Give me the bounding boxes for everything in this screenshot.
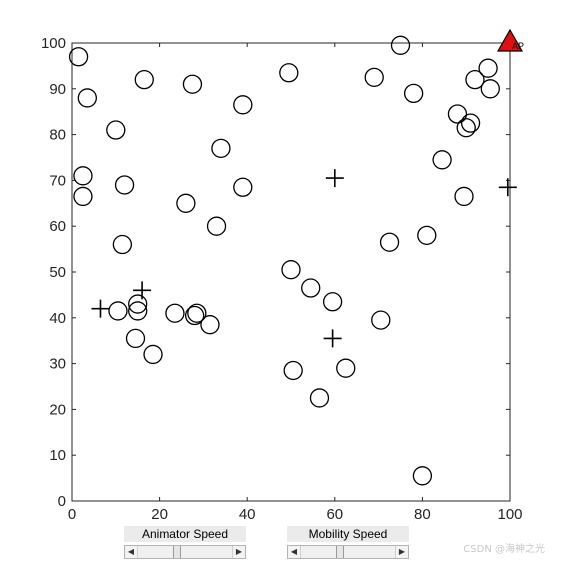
node-circle: [73, 166, 93, 186]
node-circle: [68, 47, 89, 67]
y-tick-label: 0: [58, 493, 66, 510]
node-circle: [108, 301, 128, 321]
node-circle: [283, 360, 303, 381]
node-plus: [133, 281, 152, 300]
node-circle: [233, 95, 253, 115]
animator-speed-thumb[interactable]: [173, 546, 181, 558]
node-circle: [454, 186, 474, 207]
node-circle: [143, 344, 163, 365]
node-circle: [206, 216, 227, 236]
access-point-label: AP: [512, 41, 524, 51]
node-circle: [460, 113, 481, 133]
node-circle: [182, 74, 203, 94]
y-tick-label: 10: [49, 447, 66, 464]
animator-speed-label: Animator Speed: [124, 526, 246, 542]
axes: 0 20 40 60 80 100 0 10 20 30 40 50 60 70 80 90 100: [41, 35, 523, 523]
x-tick-label: 20: [151, 506, 168, 523]
node-circle: [112, 234, 133, 255]
node-circle: [403, 83, 424, 104]
node-circle: [106, 120, 126, 140]
slider-left-arrow-icon[interactable]: ◀: [288, 546, 301, 558]
mobility-speed-slider[interactable]: ◀ ▶: [287, 545, 409, 559]
y-tick-label: 50: [49, 264, 66, 281]
y-tick-label: 90: [49, 81, 66, 98]
watermark: CSDN @海神之光: [463, 544, 545, 555]
slider-right-arrow-icon[interactable]: ▶: [232, 546, 245, 558]
node-circle: [432, 150, 452, 170]
node-circle: [114, 175, 135, 195]
node-circle: [301, 278, 321, 298]
node-circle: [364, 67, 384, 87]
animator-speed-slider[interactable]: ◀ ▶: [124, 545, 246, 559]
node-circle: [73, 186, 93, 207]
y-tick-label: 40: [49, 310, 66, 327]
node-circle: [165, 303, 185, 323]
node-circle: [128, 294, 148, 314]
node-circle: [478, 58, 498, 78]
y-tick-label: 80: [49, 127, 66, 144]
node-circle: [379, 232, 400, 252]
node-circle: [187, 303, 207, 323]
node-circle: [465, 69, 485, 90]
node-circle: [417, 225, 437, 246]
node-circle: [336, 358, 356, 378]
y-tick-label: 70: [49, 172, 66, 189]
mobility-speed-thumb[interactable]: [336, 546, 344, 558]
x-tick-label: 40: [239, 506, 256, 523]
slider-left-arrow-icon[interactable]: ◀: [125, 546, 138, 558]
node-circle: [279, 63, 299, 83]
node-circle: [412, 466, 433, 486]
mobility-speed-label: Mobility Speed: [287, 526, 409, 542]
node-circle: [184, 305, 205, 326]
node-plus: [91, 299, 110, 318]
x-tick-label: 0: [68, 506, 76, 523]
node-circle: [125, 328, 146, 349]
node-plus: [325, 169, 344, 188]
node-circle: [176, 193, 196, 213]
node-circle: [480, 79, 500, 99]
node-circle: [134, 69, 154, 90]
node-circle: [77, 88, 97, 108]
node-circle: [200, 315, 220, 335]
access-point-triangle: [496, 28, 524, 52]
node-circle: [371, 310, 391, 330]
x-tick-label: 100: [497, 506, 522, 523]
slider-right-arrow-icon[interactable]: ▶: [395, 546, 408, 558]
node-circle: [233, 177, 253, 197]
node-circle: [322, 292, 343, 312]
plot-area: [71, 42, 511, 502]
x-tick-label: 80: [414, 506, 431, 523]
data-marks: AP: [68, 28, 524, 486]
node-plus: [323, 329, 342, 348]
y-tick-label: 30: [49, 356, 66, 373]
node-circle: [447, 104, 468, 124]
y-tick-label: 100: [41, 35, 66, 52]
node-circle: [390, 35, 411, 55]
node-circle: [211, 138, 231, 158]
x-tick-label: 60: [326, 506, 343, 523]
node-circle: [281, 260, 301, 280]
node-plus: [498, 178, 517, 197]
y-tick-label: 20: [49, 401, 66, 418]
node-circle: [309, 388, 330, 408]
node-circle: [128, 301, 148, 321]
y-tick-label: 60: [49, 218, 66, 235]
node-circle: [456, 118, 476, 138]
